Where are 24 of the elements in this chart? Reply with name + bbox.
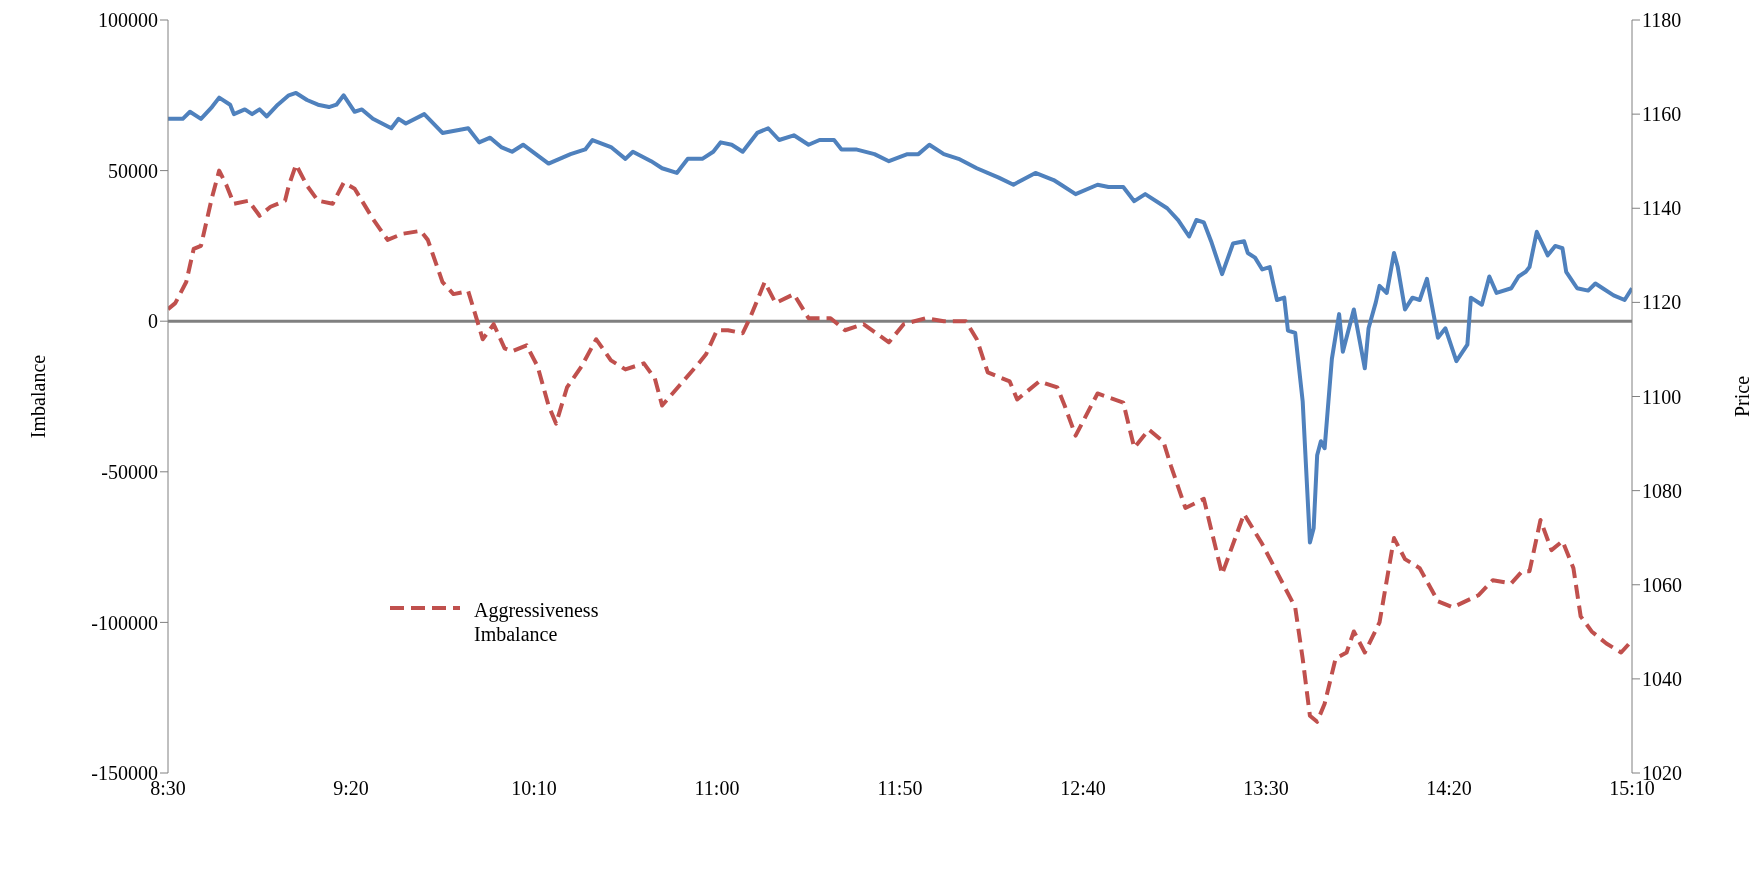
- y2-tick-label: 1060: [1642, 573, 1682, 596]
- y2-tick-label: 1120: [1642, 291, 1682, 314]
- x-tick-label: 9:20: [333, 777, 369, 800]
- legend-label: Aggressiveness Imbalance: [474, 598, 600, 646]
- x-tick-label: 10:10: [511, 777, 557, 800]
- line-series: [168, 90, 1632, 545]
- x-tick-label: 14:20: [1426, 777, 1472, 800]
- x-tick-label: 11:50: [877, 777, 923, 800]
- y2-tick-label: 1080: [1642, 479, 1682, 502]
- x-tick-label: 11:00: [694, 777, 740, 800]
- y2-tick-label: 1040: [1642, 667, 1682, 690]
- y-tick-label: 100000: [98, 9, 158, 32]
- y-tick-label: 50000: [108, 159, 158, 182]
- y2-tick-label: 1160: [1642, 103, 1682, 126]
- y-axis-title: Imbalance: [27, 354, 50, 439]
- x-tick-label: 12:40: [1060, 777, 1106, 800]
- y2-tick-label: 1180: [1642, 9, 1682, 32]
- y2-tick-label: 1140: [1642, 197, 1682, 220]
- y2-axis-title: Price: [1731, 375, 1754, 418]
- y-tick-label: 0: [148, 310, 158, 333]
- y2-tick-label: 1100: [1642, 385, 1682, 408]
- y-tick-label: -100000: [91, 611, 158, 634]
- y-tick-label: -50000: [101, 460, 158, 483]
- x-tick-label: 13:30: [1243, 777, 1289, 800]
